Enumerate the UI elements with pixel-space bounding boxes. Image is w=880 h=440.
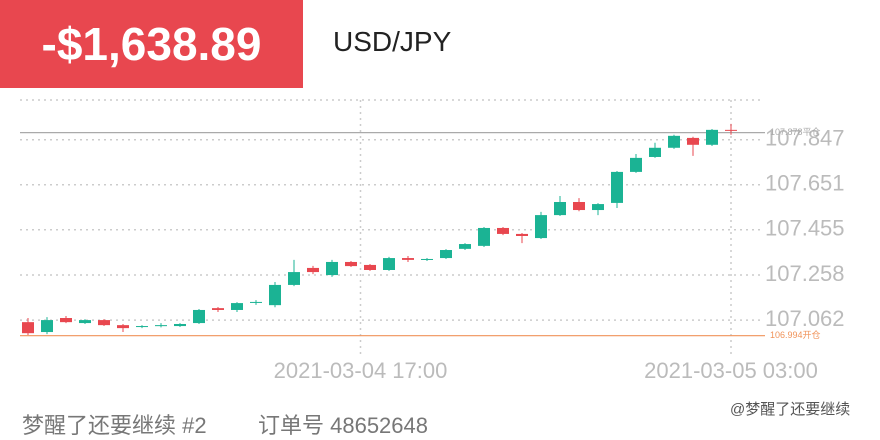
candle-body bbox=[79, 320, 91, 324]
candle-body bbox=[364, 264, 376, 270]
candle-body bbox=[41, 320, 53, 333]
candle-body bbox=[592, 204, 604, 211]
candle-body bbox=[231, 303, 243, 310]
candle-body bbox=[193, 309, 205, 324]
reference-label: 107.878平仓 bbox=[770, 126, 821, 137]
candle-body bbox=[288, 272, 300, 285]
candle-body bbox=[535, 215, 547, 239]
y-tick-label: 107.455 bbox=[765, 216, 845, 241]
y-tick-label: 107.847 bbox=[765, 126, 845, 151]
candle-body bbox=[117, 325, 129, 329]
candle-body bbox=[402, 258, 414, 260]
reference-label: 106.994开仓 bbox=[770, 329, 821, 340]
y-tick-label: 107.062 bbox=[765, 306, 845, 331]
candle-body bbox=[573, 202, 585, 211]
candle-body bbox=[554, 202, 566, 216]
candle-body bbox=[136, 326, 148, 328]
candle-body bbox=[478, 227, 490, 246]
candle-body bbox=[687, 137, 699, 145]
candle-body bbox=[459, 244, 471, 249]
candle-body bbox=[326, 261, 338, 276]
candle-body bbox=[649, 147, 661, 157]
y-tick-label: 107.258 bbox=[765, 261, 845, 286]
candle-body bbox=[497, 227, 509, 234]
watermark: @梦醒了还要继续 bbox=[730, 401, 851, 418]
account: 梦醒了还要继续 #2 bbox=[22, 413, 207, 438]
candle-body bbox=[269, 284, 281, 306]
candle-body bbox=[630, 157, 642, 172]
x-tick-label: 2021-03-05 03:00 bbox=[644, 358, 818, 383]
x-tick-label: 2021-03-04 17:00 bbox=[274, 358, 448, 383]
candle-body bbox=[155, 325, 167, 327]
candle-body bbox=[22, 322, 34, 334]
candle-body bbox=[345, 261, 357, 267]
pnl: -$1,638.89 bbox=[0, 0, 303, 88]
candle-body bbox=[706, 129, 718, 145]
order-number: 订单号 48652648 bbox=[258, 413, 428, 438]
candle-body bbox=[516, 233, 528, 236]
candle-body bbox=[250, 301, 262, 303]
y-tick-label: 107.651 bbox=[765, 171, 845, 196]
candle-body bbox=[611, 171, 623, 203]
candle-body bbox=[440, 250, 452, 259]
candle-body bbox=[668, 135, 680, 148]
symbol: USD/JPY bbox=[333, 26, 452, 57]
candle-body bbox=[307, 267, 319, 273]
candle-body bbox=[421, 258, 433, 260]
candle-body bbox=[725, 129, 737, 131]
candle-body bbox=[60, 318, 72, 323]
candle-body bbox=[212, 308, 224, 310]
candle-body bbox=[174, 323, 186, 327]
candle-body bbox=[98, 320, 110, 326]
candle-body bbox=[383, 258, 395, 270]
